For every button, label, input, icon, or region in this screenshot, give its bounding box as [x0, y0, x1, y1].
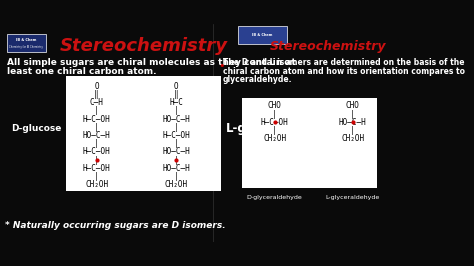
Text: The D and L isomers are determined on the basis of the: The D and L isomers are determined on th… [223, 58, 465, 67]
Text: H—C—OH: H—C—OH [261, 118, 289, 127]
Text: HO—C—H: HO—C—H [163, 147, 190, 156]
Text: HO—C—H: HO—C—H [83, 131, 110, 140]
Text: D-glyceraldehyde: D-glyceraldehyde [247, 194, 302, 200]
Text: chiral carbon atom and how its orientation compares to: chiral carbon atom and how its orientati… [223, 66, 465, 76]
Text: H—C—OH: H—C—OH [83, 115, 110, 124]
Text: |: | [273, 110, 277, 119]
Text: HO—C—H: HO—C—H [339, 118, 366, 127]
Text: |: | [350, 126, 355, 135]
Text: H—C—OH: H—C—OH [83, 164, 110, 173]
Text: L-glyceraldehyde: L-glyceraldehyde [326, 194, 380, 200]
Text: |: | [94, 106, 99, 115]
Text: * Naturally occurring sugars are D isomers.: * Naturally occurring sugars are D isome… [5, 221, 226, 230]
Text: HO—C—H: HO—C—H [163, 164, 190, 173]
Text: All simple sugars are chiral molecules as they contain at: All simple sugars are chiral molecules a… [7, 58, 295, 67]
Text: Stereochemistry: Stereochemistry [60, 37, 228, 55]
FancyBboxPatch shape [242, 98, 377, 188]
Text: CHO: CHO [268, 101, 282, 110]
Text: |: | [350, 110, 355, 119]
Text: |: | [174, 172, 179, 181]
Text: |: | [94, 139, 99, 148]
Text: |: | [174, 123, 179, 132]
Text: C—H: C—H [90, 98, 104, 107]
Text: CH₂OH: CH₂OH [165, 180, 188, 189]
Text: glyceraldehyde.: glyceraldehyde. [223, 75, 292, 84]
Text: |: | [94, 172, 99, 181]
Text: HO—C—H: HO—C—H [163, 115, 190, 124]
Text: H—C—OH: H—C—OH [163, 131, 190, 140]
Text: Stereochemistry: Stereochemistry [270, 40, 386, 53]
Text: least one chiral carbon atom.: least one chiral carbon atom. [7, 66, 156, 76]
Text: CH₂OH: CH₂OH [341, 134, 364, 143]
Text: H—C—OH: H—C—OH [83, 147, 110, 156]
Text: CH₂OH: CH₂OH [263, 134, 286, 143]
Text: ‖: ‖ [174, 90, 179, 99]
Text: IB & Chem: IB & Chem [252, 33, 273, 37]
Text: O: O [174, 82, 179, 91]
Text: |: | [174, 106, 179, 115]
FancyBboxPatch shape [65, 76, 221, 191]
Text: CH₂OH: CH₂OH [85, 180, 109, 189]
Text: H—C: H—C [169, 98, 183, 107]
Text: CHO: CHO [346, 101, 360, 110]
Text: Chemistry for IB Chemistry: Chemistry for IB Chemistry [9, 45, 43, 49]
Text: L-glucose: L-glucose [226, 122, 289, 135]
Text: O: O [94, 82, 99, 91]
Text: ‖: ‖ [94, 90, 99, 99]
Text: |: | [174, 156, 179, 165]
Text: D-glucose: D-glucose [11, 124, 62, 132]
FancyBboxPatch shape [7, 34, 46, 52]
Text: |: | [94, 156, 99, 165]
Text: IB & Chem: IB & Chem [16, 38, 36, 42]
Text: |: | [273, 126, 277, 135]
Text: |: | [94, 123, 99, 132]
Text: |: | [174, 139, 179, 148]
Text: •: • [218, 61, 225, 71]
FancyBboxPatch shape [238, 26, 287, 44]
